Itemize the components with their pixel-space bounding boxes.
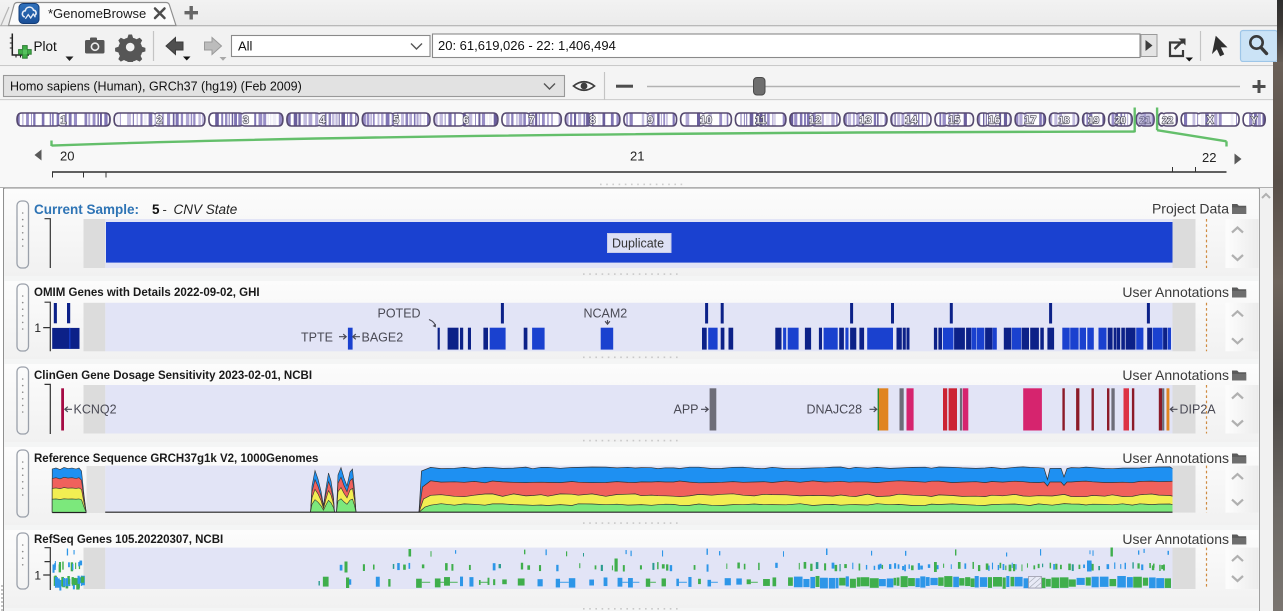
svg-text:Y: Y [1251,116,1258,127]
svg-text:2: 2 [156,115,162,127]
svg-text:14: 14 [905,115,918,127]
svg-text:Duplicate: Duplicate [612,237,664,251]
svg-text:DNAJC28: DNAJC28 [807,403,863,417]
svg-text:CNV State: CNV State [174,202,238,217]
svg-text:POTED: POTED [378,307,421,321]
svg-text:20: 61,619,026 - 22: 1,406,494: 20: 61,619,026 - 22: 1,406,494 [438,38,616,53]
svg-text:11: 11 [755,115,767,127]
svg-text:22: 22 [1202,150,1216,165]
svg-text:DIP2A: DIP2A [1180,403,1217,417]
svg-text:22: 22 [1162,116,1174,127]
svg-text:3: 3 [243,115,249,127]
svg-text:13: 13 [859,115,871,127]
svg-text:17: 17 [1024,115,1036,127]
svg-text:21: 21 [1140,116,1152,127]
svg-text:8: 8 [590,115,596,127]
svg-text:1: 1 [34,321,41,335]
svg-text:Current Sample:: Current Sample: [34,202,139,217]
svg-text:20: 20 [1115,116,1127,127]
svg-text:User Annotations: User Annotations [1122,367,1229,383]
svg-text:X: X [1206,115,1214,127]
svg-text:1: 1 [60,115,66,127]
svg-text:User Annotations: User Annotations [1122,531,1229,547]
svg-text:Plot: Plot [34,39,58,54]
svg-text:5: 5 [152,202,160,217]
svg-text:User Annotations: User Annotations [1122,450,1229,466]
svg-text:RefSeq Genes 105.20220307, NCB: RefSeq Genes 105.20220307, NCBI [34,534,223,546]
svg-text:1: 1 [34,569,41,583]
svg-text:9: 9 [647,115,653,127]
svg-text:User Annotations: User Annotations [1122,284,1229,300]
svg-text:KCNQ2: KCNQ2 [74,403,117,417]
svg-text:TPTE: TPTE [301,330,333,344]
svg-text:Project Data: Project Data [1152,201,1229,217]
svg-text:ClinGen Gene Dosage Sensitivit: ClinGen Gene Dosage Sensitivity 2023-02-… [34,370,312,382]
svg-text:Reference Sequence GRCH37g1k V: Reference Sequence GRCH37g1k V2, 1000Gen… [34,453,318,465]
svg-text:BAGE2: BAGE2 [362,330,404,344]
svg-text:16: 16 [988,115,1000,127]
svg-text:OMIM Genes with Details 2022-0: OMIM Genes with Details 2022-09-02, GHI [34,287,260,299]
svg-text:7: 7 [529,115,535,127]
svg-text:18: 18 [1058,116,1070,127]
svg-text:20: 20 [60,149,74,164]
svg-text:5: 5 [393,115,399,127]
svg-text:12: 12 [809,115,821,127]
svg-text:APP: APP [674,403,699,417]
svg-text:6: 6 [463,115,469,127]
svg-text:4: 4 [320,115,327,127]
svg-text:15: 15 [948,115,960,127]
svg-text:19: 19 [1088,116,1100,127]
svg-text:Homo sapiens (Human), GRCh37 (: Homo sapiens (Human), GRCh37 (hg19) (Feb… [10,80,302,94]
svg-text:NCAM2: NCAM2 [584,307,628,321]
svg-text:21: 21 [630,149,644,164]
svg-text:*GenomeBrowse: *GenomeBrowse [48,6,146,21]
svg-text:All: All [238,39,253,54]
svg-text:-: - [163,202,167,217]
svg-text:10: 10 [700,115,712,127]
